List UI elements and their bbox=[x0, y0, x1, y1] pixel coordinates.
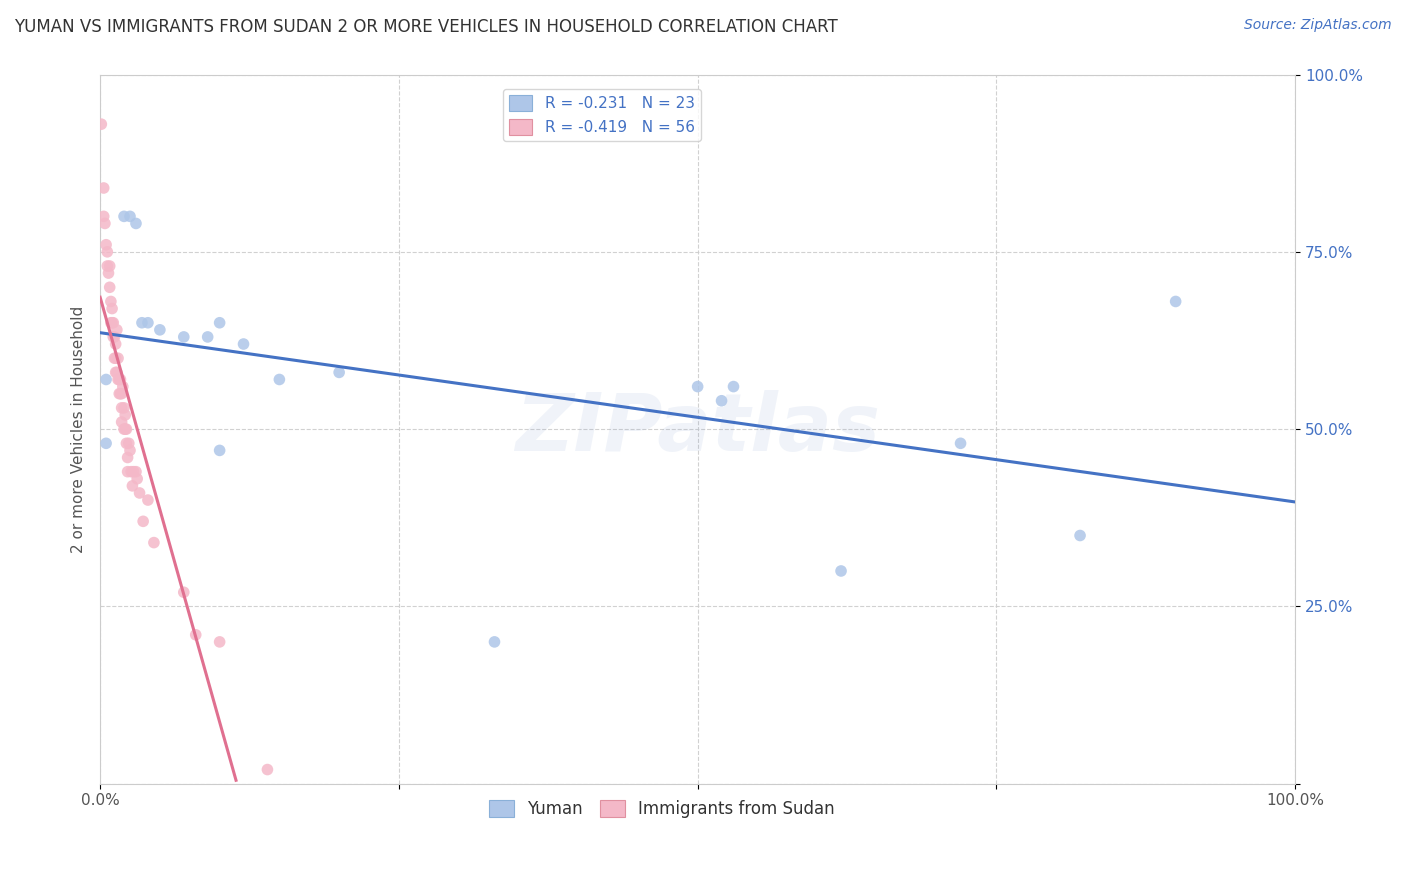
Legend: Yuman, Immigrants from Sudan: Yuman, Immigrants from Sudan bbox=[482, 794, 841, 825]
Point bbox=[111, 386, 134, 401]
Point bbox=[107, 351, 129, 366]
Point bbox=[98, 259, 121, 273]
Point bbox=[208, 635, 231, 649]
Point bbox=[1069, 528, 1091, 542]
Point bbox=[328, 365, 350, 379]
Point bbox=[100, 294, 122, 309]
Point bbox=[125, 465, 148, 479]
Point bbox=[100, 316, 122, 330]
Point bbox=[103, 330, 125, 344]
Point bbox=[94, 372, 117, 386]
Point bbox=[108, 372, 131, 386]
Point bbox=[723, 379, 745, 393]
Point bbox=[103, 351, 125, 366]
Point bbox=[93, 210, 115, 224]
Point bbox=[132, 514, 155, 528]
Point bbox=[101, 301, 124, 316]
Point bbox=[686, 379, 709, 393]
Point bbox=[136, 493, 159, 508]
Text: ZIPatlas: ZIPatlas bbox=[515, 390, 880, 468]
Point bbox=[710, 393, 733, 408]
Point bbox=[103, 330, 125, 344]
Point bbox=[125, 217, 148, 231]
Y-axis label: 2 or more Vehicles in Household: 2 or more Vehicles in Household bbox=[72, 305, 86, 553]
Point bbox=[136, 316, 159, 330]
Point bbox=[118, 436, 141, 450]
Point bbox=[118, 210, 141, 224]
Point bbox=[105, 323, 128, 337]
Point bbox=[269, 372, 291, 386]
Point bbox=[93, 181, 115, 195]
Point bbox=[122, 465, 145, 479]
Text: Source: ZipAtlas.com: Source: ZipAtlas.com bbox=[1244, 18, 1392, 32]
Point bbox=[104, 351, 127, 366]
Point bbox=[110, 372, 132, 386]
Point bbox=[101, 316, 124, 330]
Point bbox=[105, 365, 128, 379]
Point bbox=[197, 330, 219, 344]
Point bbox=[1164, 294, 1187, 309]
Point bbox=[173, 330, 195, 344]
Point bbox=[949, 436, 972, 450]
Point bbox=[98, 280, 121, 294]
Point bbox=[117, 450, 139, 465]
Point bbox=[115, 436, 138, 450]
Point bbox=[104, 337, 127, 351]
Point bbox=[121, 479, 143, 493]
Point bbox=[94, 436, 117, 450]
Point bbox=[112, 401, 135, 415]
Point bbox=[173, 585, 195, 599]
Point bbox=[108, 386, 131, 401]
Text: YUMAN VS IMMIGRANTS FROM SUDAN 2 OR MORE VEHICLES IN HOUSEHOLD CORRELATION CHART: YUMAN VS IMMIGRANTS FROM SUDAN 2 OR MORE… bbox=[14, 18, 838, 36]
Point bbox=[184, 628, 207, 642]
Point bbox=[127, 472, 149, 486]
Point bbox=[94, 217, 117, 231]
Point bbox=[111, 415, 134, 429]
Point bbox=[97, 266, 120, 280]
Point bbox=[117, 465, 139, 479]
Point bbox=[256, 763, 278, 777]
Point bbox=[120, 465, 142, 479]
Point bbox=[112, 422, 135, 436]
Point bbox=[110, 386, 132, 401]
Point bbox=[96, 244, 118, 259]
Point bbox=[128, 486, 150, 500]
Point bbox=[90, 117, 112, 131]
Point bbox=[107, 372, 129, 386]
Point bbox=[112, 210, 135, 224]
Point bbox=[96, 259, 118, 273]
Point bbox=[111, 401, 134, 415]
Point bbox=[111, 379, 134, 393]
Point bbox=[149, 323, 172, 337]
Point bbox=[103, 316, 125, 330]
Point bbox=[232, 337, 254, 351]
Point bbox=[118, 443, 141, 458]
Point bbox=[94, 237, 117, 252]
Point bbox=[114, 422, 136, 436]
Point bbox=[830, 564, 852, 578]
Point bbox=[115, 422, 138, 436]
Point bbox=[208, 316, 231, 330]
Point bbox=[484, 635, 506, 649]
Point bbox=[208, 443, 231, 458]
Point bbox=[131, 316, 153, 330]
Point bbox=[142, 535, 165, 549]
Point bbox=[104, 365, 127, 379]
Point bbox=[114, 408, 136, 422]
